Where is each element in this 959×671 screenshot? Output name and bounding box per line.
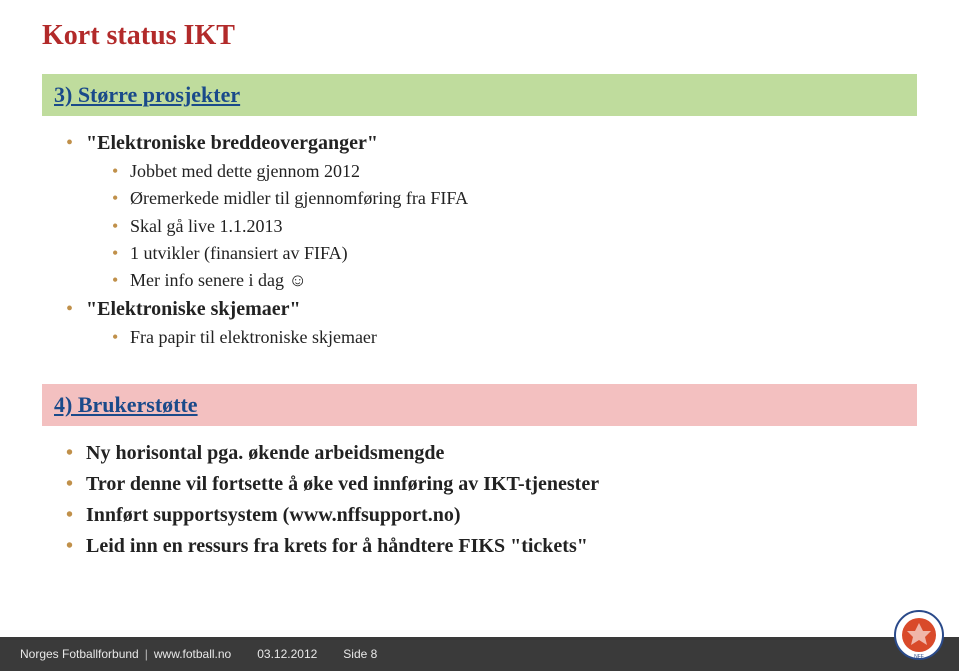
section4-heading: 4) Brukerstøtte [42,384,917,426]
footer-url: www.fotball.no [154,647,231,661]
nff-logo-icon: NFF [893,609,945,661]
list-item: Skal gå live 1.1.2013 [112,214,917,238]
footer-date: 03.12.2012 [257,647,317,661]
list-item-text: "Elektroniske breddeoverganger" [86,132,378,154]
list-item: Tror denne vil fortsette å øke ved innfø… [66,471,917,498]
list-item: "Elektroniske skjemaer" Fra papir til el… [66,296,917,349]
separator-icon: | [145,647,148,661]
list-item: Mer info senere i dag ☺ [112,268,917,292]
list-item-text: "Elektroniske skjemaer" [86,298,301,320]
section3-heading: 3) Større prosjekter [42,74,917,116]
sublist: Fra papir til elektroniske skjemaer [86,325,917,349]
list-item: Fra papir til elektroniske skjemaer [112,325,917,349]
slide-title: Kort status IKT [42,20,917,52]
list-item: Innført supportsystem (www.nffsupport.no… [66,502,917,529]
footer-org: Norges Fotballforbund [20,647,139,661]
list-item: Ny horisontal pga. økende arbeidsmengde [66,440,917,467]
slide-container: Kort status IKT 3) Større prosjekter "El… [0,0,959,671]
list-item: 1 utvikler (finansiert av FIFA) [112,241,917,265]
svg-text:NFF: NFF [914,654,924,660]
list-item: "Elektroniske breddeoverganger" Jobbet m… [66,130,917,292]
section4-list: Ny horisontal pga. økende arbeidsmengde … [42,440,917,560]
list-item: Øremerkede midler til gjennomføring fra … [112,186,917,210]
sublist: Jobbet med dette gjennom 2012 Øremerkede… [86,159,917,292]
footer-bar: Norges Fotballforbund | www.fotball.no 0… [0,637,959,671]
footer-page: Side 8 [343,647,377,661]
section3-list: "Elektroniske breddeoverganger" Jobbet m… [42,130,917,350]
list-item: Leid inn en ressurs fra krets for å hånd… [66,533,917,560]
list-item: Jobbet med dette gjennom 2012 [112,159,917,183]
